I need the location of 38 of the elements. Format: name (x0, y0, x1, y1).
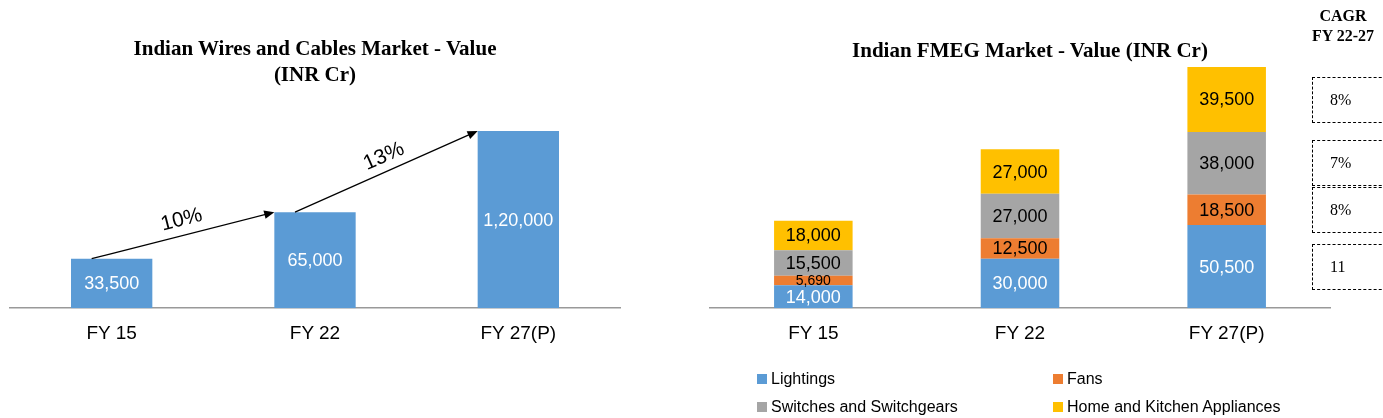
bar (980, 149, 1060, 194)
data-label: 1,20,000 (483, 209, 554, 230)
legend-label: Switches and Switchgears (771, 398, 958, 416)
bar (1187, 132, 1266, 195)
annotation: 10% (157, 201, 205, 235)
data-label: 50,500 (1199, 256, 1255, 277)
data-label: 38,000 (1199, 153, 1255, 174)
data-label: 18,500 (1199, 199, 1255, 220)
data-label: 33,500 (84, 273, 140, 294)
data-label: 30,000 (992, 273, 1048, 294)
x-tick-label: FY 22 (289, 321, 341, 343)
x-tick-label: FY 15 (788, 321, 839, 343)
annotation: 8% (1330, 90, 1352, 108)
x-tick-label: FY 15 (86, 321, 137, 343)
bar (1187, 225, 1266, 309)
data-label: 18,000 (785, 225, 841, 246)
annotation: 11 (1330, 257, 1346, 275)
legend-label: Lightings (771, 370, 836, 388)
data-label: 12,500 (992, 238, 1048, 259)
chart-title: Indian FMEG Market - Value (INR Cr) (851, 37, 1209, 63)
annotation: 7% (1330, 154, 1352, 172)
bar (1187, 67, 1266, 133)
annotation: 8% (1330, 200, 1352, 218)
data-label: 39,500 (1199, 89, 1255, 110)
data-label: 5,690 (795, 272, 832, 289)
annotation: 13% (359, 135, 408, 174)
data-label: 14,000 (785, 286, 841, 307)
x-tick-label: FY 22 (994, 321, 1046, 343)
text: CAGR FY 22-27 (1310, 6, 1376, 46)
data-label: 27,000 (992, 161, 1048, 182)
data-label: 65,000 (287, 250, 343, 271)
data-label: 15,500 (785, 252, 841, 273)
x-tick-label: FY 27(P) (480, 321, 557, 343)
legend-label: Home and Kitchen Appliances (1067, 398, 1281, 416)
x-tick-label: FY 27(P) (1188, 321, 1265, 343)
legend-label: Fans (1067, 370, 1103, 388)
data-label: 27,000 (992, 205, 1048, 226)
chart-title: Indian Wires and Cables Market - Value (INR Cr) (132, 35, 498, 87)
